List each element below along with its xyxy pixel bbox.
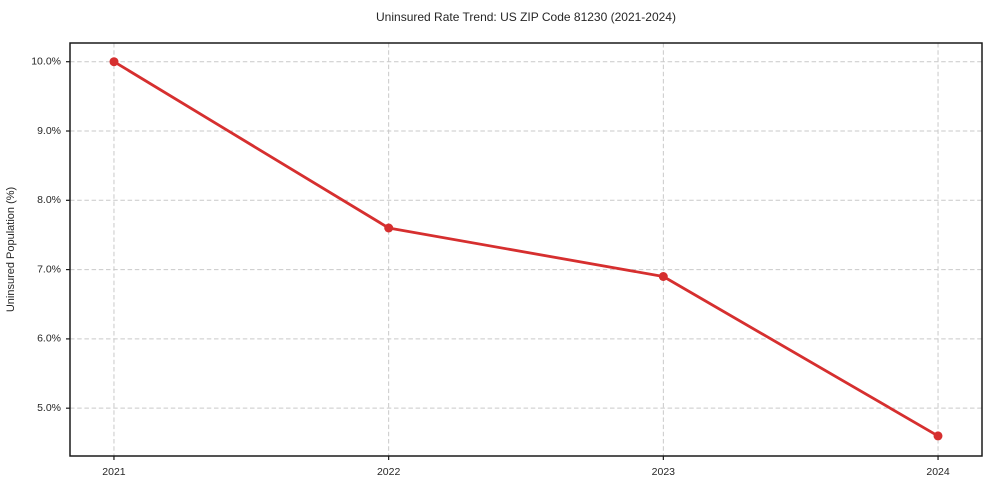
x-tick-labels: 2021 2022 2023 2024 — [102, 466, 950, 478]
y-tick-label: 10.0% — [31, 55, 61, 67]
y-tick-label: 8.0% — [37, 194, 61, 206]
data-point — [658, 272, 668, 281]
data-point — [384, 223, 394, 233]
data-series — [109, 57, 943, 441]
y-tick-label: 9.0% — [37, 125, 61, 137]
chart-title: Uninsured Rate Trend: US ZIP Code 81230 … — [376, 10, 676, 24]
x-tick-label: 2024 — [926, 466, 950, 478]
data-point — [109, 57, 119, 67]
y-tick-label: 7.0% — [37, 263, 61, 275]
x-tick-label: 2021 — [102, 466, 126, 478]
y-axis-label: Uninsured Population (%) — [5, 187, 17, 312]
axis-ticks — [66, 61, 939, 460]
x-tick-label: 2023 — [652, 466, 676, 478]
y-tick-labels: 5.0% 6.0% 7.0% 8.0% 9.0% 10.0% — [31, 55, 61, 413]
plot-border — [69, 42, 983, 457]
y-tick-label: 6.0% — [37, 333, 61, 345]
trend-line — [112, 60, 940, 438]
x-tick-label: 2022 — [377, 466, 401, 478]
data-point — [933, 431, 943, 441]
gridlines — [70, 43, 982, 456]
y-tick-label: 5.0% — [37, 402, 61, 414]
